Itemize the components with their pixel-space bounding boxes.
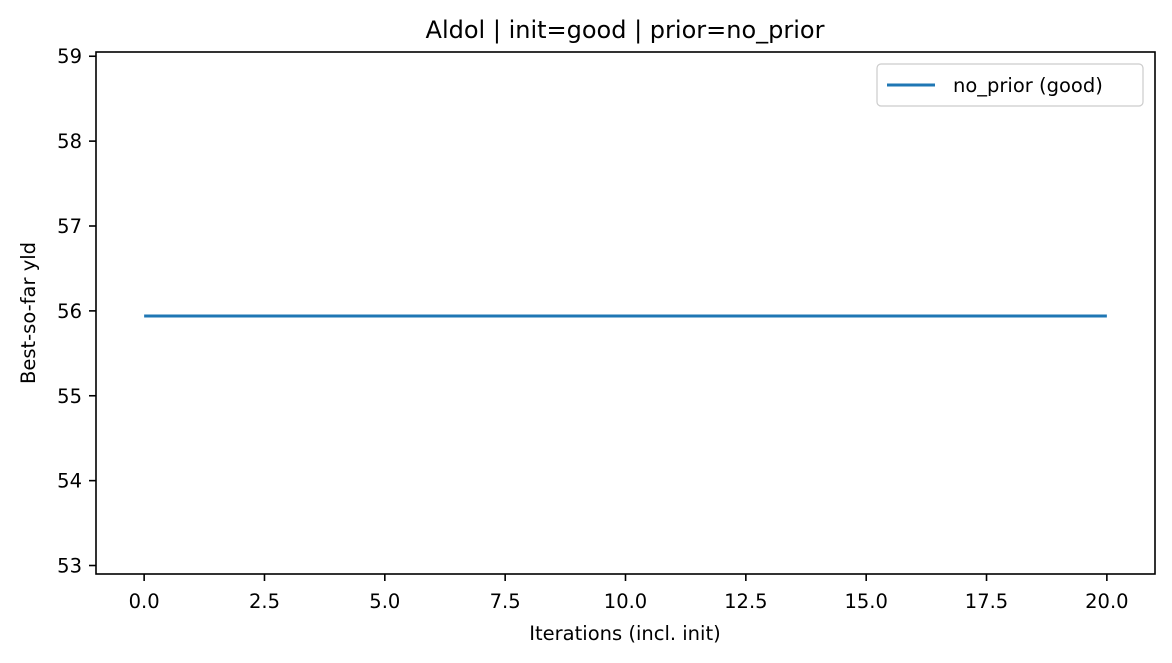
x-tick-label: 20.0 — [1085, 590, 1128, 613]
x-tick-label: 10.0 — [604, 590, 647, 613]
y-tick-label: 58 — [57, 130, 82, 153]
x-tick-label: 17.5 — [965, 590, 1008, 613]
x-tick-label: 5.0 — [369, 590, 400, 613]
chart-title: Aldol | init=good | prior=no_prior — [426, 16, 825, 44]
x-axis-label: Iterations (incl. init) — [529, 622, 720, 645]
y-axis: 53 54 55 56 57 58 59 — [57, 45, 96, 578]
x-tick-label: 12.5 — [724, 590, 767, 613]
x-tick-label: 15.0 — [844, 590, 887, 613]
y-tick-label: 56 — [57, 300, 82, 323]
legend-label: no_prior (good) — [953, 74, 1103, 97]
legend: no_prior (good) — [876, 63, 1144, 107]
x-tick-label: 0.0 — [129, 590, 160, 613]
x-tick-label: 2.5 — [249, 590, 280, 613]
y-tick-label: 55 — [57, 385, 82, 408]
axes-frame — [95, 51, 1156, 575]
y-tick-label: 54 — [57, 470, 82, 493]
x-tick-label: 7.5 — [490, 590, 521, 613]
y-tick-label: 53 — [57, 555, 82, 578]
x-axis: 0.0 2.5 5.0 7.5 10.0 12.5 15.0 17.5 20.0 — [129, 574, 1129, 613]
y-tick-label: 57 — [57, 215, 82, 238]
y-axis-label: Best-so-far yld — [17, 242, 40, 384]
legend-box — [876, 63, 1144, 107]
y-tick-label: 59 — [57, 45, 82, 68]
